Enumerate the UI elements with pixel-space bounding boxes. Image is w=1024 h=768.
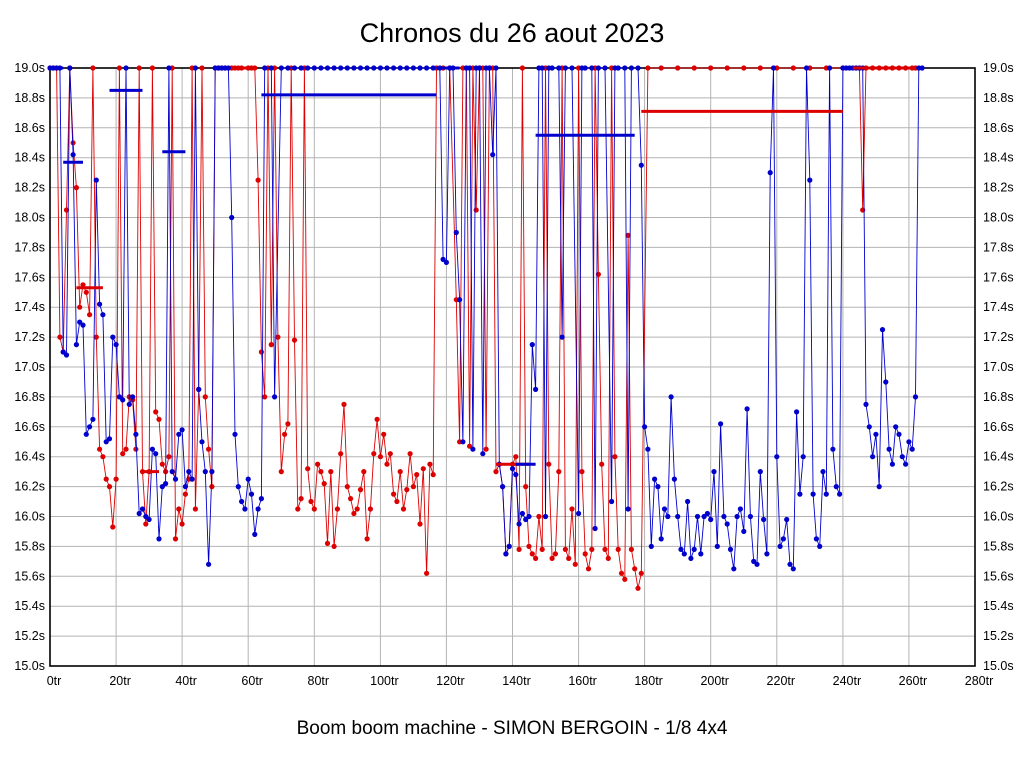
svg-text:18.4s: 18.4s: [983, 151, 1014, 165]
svg-text:140tr: 140tr: [502, 674, 531, 688]
svg-text:180tr: 180tr: [634, 674, 663, 688]
svg-text:15.6s: 15.6s: [983, 569, 1014, 583]
svg-text:16.6s: 16.6s: [14, 420, 45, 434]
svg-text:16.8s: 16.8s: [14, 390, 45, 404]
svg-text:17.6s: 17.6s: [14, 270, 45, 284]
svg-text:160tr: 160tr: [568, 674, 597, 688]
svg-text:18.2s: 18.2s: [983, 181, 1014, 195]
svg-text:16.4s: 16.4s: [14, 450, 45, 464]
svg-text:17.4s: 17.4s: [983, 300, 1014, 314]
svg-text:18.2s: 18.2s: [14, 181, 45, 195]
svg-text:17.8s: 17.8s: [983, 240, 1014, 254]
svg-text:40tr: 40tr: [175, 674, 197, 688]
svg-text:16.2s: 16.2s: [14, 480, 45, 494]
svg-text:15.4s: 15.4s: [983, 599, 1014, 613]
svg-text:100tr: 100tr: [370, 674, 399, 688]
svg-text:15.4s: 15.4s: [14, 599, 45, 613]
svg-text:17.2s: 17.2s: [14, 330, 45, 344]
svg-text:18.6s: 18.6s: [983, 121, 1014, 135]
svg-text:17.4s: 17.4s: [14, 300, 45, 314]
svg-text:15.8s: 15.8s: [14, 539, 45, 553]
svg-text:15.6s: 15.6s: [14, 569, 45, 583]
svg-text:260tr: 260tr: [899, 674, 928, 688]
svg-text:20tr: 20tr: [109, 674, 131, 688]
svg-text:120tr: 120tr: [436, 674, 465, 688]
svg-text:17.6s: 17.6s: [983, 270, 1014, 284]
svg-text:16.0s: 16.0s: [14, 510, 45, 524]
svg-text:220tr: 220tr: [767, 674, 796, 688]
svg-text:280tr: 280tr: [965, 674, 994, 688]
chart-footer: Boom boom machine - SIMON BERGOIN - 1/8 …: [296, 718, 728, 739]
svg-text:200tr: 200tr: [700, 674, 729, 688]
svg-text:15.2s: 15.2s: [14, 629, 45, 643]
svg-text:15.0s: 15.0s: [983, 659, 1014, 673]
svg-text:17.2s: 17.2s: [983, 330, 1014, 344]
svg-text:18.6s: 18.6s: [14, 121, 45, 135]
svg-text:18.8s: 18.8s: [983, 91, 1014, 105]
svg-text:17.0s: 17.0s: [14, 360, 45, 374]
svg-text:18.0s: 18.0s: [14, 211, 45, 225]
svg-text:17.8s: 17.8s: [14, 240, 45, 254]
svg-text:19.0s: 19.0s: [983, 61, 1014, 75]
svg-text:19.0s: 19.0s: [14, 61, 45, 75]
svg-text:0tr: 0tr: [47, 674, 62, 688]
svg-text:16.4s: 16.4s: [983, 450, 1014, 464]
svg-text:16.6s: 16.6s: [983, 420, 1014, 434]
svg-text:60tr: 60tr: [241, 674, 263, 688]
svg-text:18.4s: 18.4s: [14, 151, 45, 165]
svg-text:16.0s: 16.0s: [983, 510, 1014, 524]
svg-text:18.8s: 18.8s: [14, 91, 45, 105]
svg-text:16.2s: 16.2s: [983, 480, 1014, 494]
svg-text:17.0s: 17.0s: [983, 360, 1014, 374]
svg-text:15.8s: 15.8s: [983, 539, 1014, 553]
svg-text:15.2s: 15.2s: [983, 629, 1014, 643]
svg-text:15.0s: 15.0s: [14, 659, 45, 673]
chart-title: Chronos du 26 aout 2023: [359, 18, 665, 48]
svg-text:240tr: 240tr: [833, 674, 862, 688]
svg-text:16.8s: 16.8s: [983, 390, 1014, 404]
svg-text:18.0s: 18.0s: [983, 211, 1014, 225]
svg-text:80tr: 80tr: [308, 674, 330, 688]
